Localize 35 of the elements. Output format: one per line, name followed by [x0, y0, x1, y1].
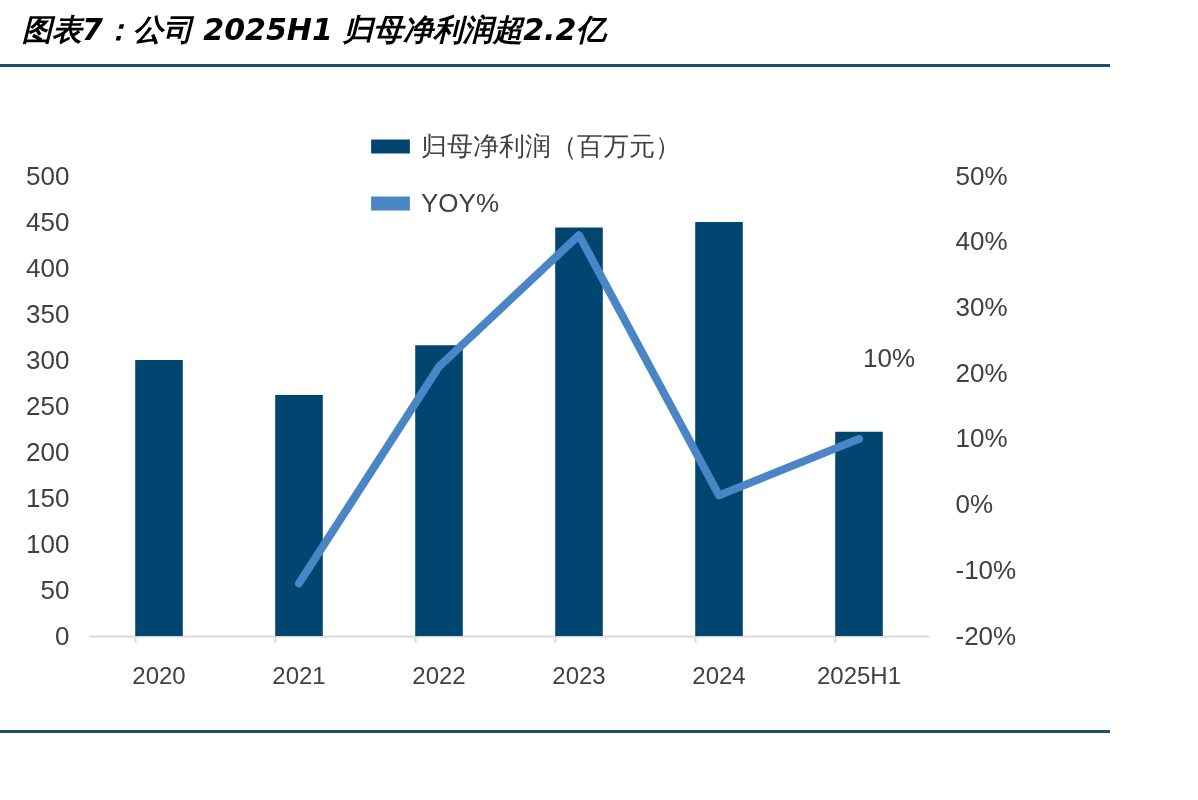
x-tick-label: 2021 [272, 661, 326, 689]
bar [415, 345, 463, 636]
y2-tick-label: 10% [955, 423, 1008, 454]
y2-tick-label: 50% [955, 160, 1008, 191]
bar [275, 394, 323, 636]
y-tick-label: 150 [26, 482, 70, 513]
y-tick-label: 500 [26, 160, 70, 191]
bar [835, 431, 883, 636]
y-tick-label: 50 [40, 574, 70, 605]
y-tick-label: 300 [26, 344, 70, 375]
y-tick-label: 250 [26, 390, 70, 421]
y-tick-label: 0 [55, 620, 70, 651]
x-tick-label: 2020 [132, 661, 186, 689]
y2-tick-label: 0% [955, 489, 994, 520]
legend-label: YOY% [421, 187, 500, 218]
y-tick-label: 400 [26, 252, 70, 283]
legend-label: 归母净利润（百万元） [421, 130, 681, 161]
x-tick-label: 2023 [552, 661, 606, 689]
y2-tick-label: 40% [955, 226, 1008, 257]
x-tick-label: 2022 [412, 661, 466, 689]
bar [135, 360, 183, 636]
y-tick-label: 200 [26, 436, 70, 467]
y-tick-label: 350 [26, 298, 70, 329]
y-tick-label: 100 [26, 528, 70, 559]
x-tick-label: 2024 [692, 661, 746, 689]
chart-title: 图表7：公司 2025H1 归母净利润超2.2亿 [22, 11, 607, 49]
bar [555, 227, 603, 636]
y2-tick-label: 20% [955, 357, 1008, 388]
y-tick-label: 450 [26, 206, 70, 237]
y2-tick-label: -10% [955, 554, 1017, 585]
y2-tick-label: -20% [955, 620, 1017, 651]
x-tick-label: 2025H1 [816, 661, 902, 689]
y2-tick-label: 30% [955, 291, 1008, 322]
data-label: 10% [862, 342, 916, 373]
bar [695, 222, 743, 636]
